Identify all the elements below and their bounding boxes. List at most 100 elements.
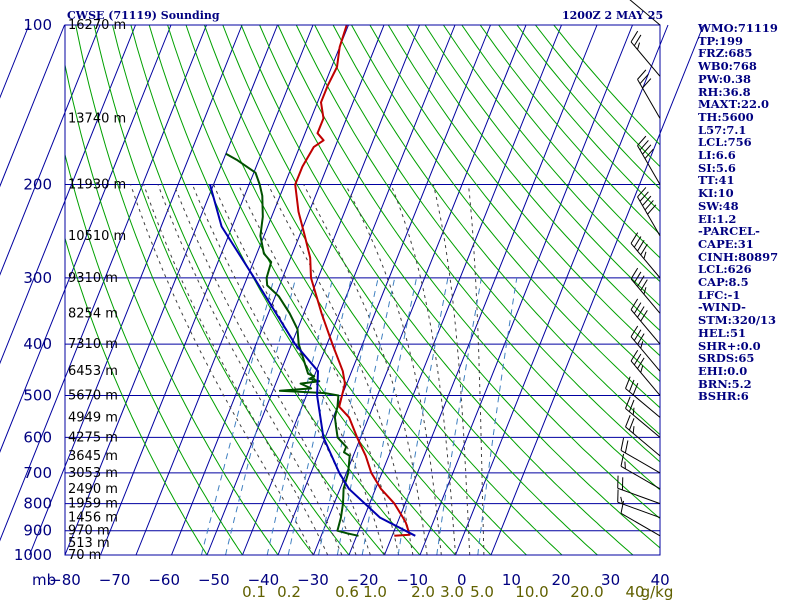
index-item: L57:7.1 (698, 122, 747, 137)
dewpoint-line (225, 152, 359, 537)
mixing-ratio-label: 3.0 (440, 583, 464, 600)
dry-adiabat (65, 152, 243, 555)
barb-feather (630, 349, 639, 362)
index-item: BSHR:6 (698, 389, 749, 404)
barb-staff (625, 408, 661, 438)
mixing-ratio-label: 2.0 (411, 583, 435, 600)
pressure-tick-label: 100 (23, 16, 52, 34)
wind-barb (625, 396, 661, 438)
dry-adiabat (314, 25, 660, 463)
moist-adiabat (432, 184, 471, 555)
barb-feather (640, 365, 644, 373)
barb-staff (617, 501, 661, 519)
barb-staff (630, 243, 661, 279)
temperature-tick-label: 30 (601, 571, 620, 589)
isotherm (242, 24, 456, 556)
barb-staff (625, 426, 661, 457)
wind-barb (630, 267, 661, 314)
dry-adiabat (185, 25, 527, 555)
isotherm (100, 24, 314, 556)
wind-barb (637, 69, 661, 119)
index-item: LI:6.6 (698, 148, 736, 163)
index-item: EHI:0.0 (698, 363, 748, 378)
barb-feather (632, 407, 635, 415)
height-label: 2490 m (68, 482, 118, 497)
barb-feather (644, 200, 654, 211)
isotherms (0, 24, 704, 556)
pressure-unit-label: mb (32, 571, 56, 589)
barb-feather (628, 399, 635, 412)
index-item: SW:48 (698, 198, 739, 213)
temperature-tick-label: −70 (99, 571, 131, 589)
barb-feather (640, 279, 648, 291)
barb-feather (647, 204, 657, 215)
height-label: 1959 m (68, 497, 118, 512)
barb-feather (643, 251, 647, 259)
barb-feather (632, 426, 635, 434)
mixing-ratio-label: 20.0 (570, 583, 603, 600)
plot-frame (64, 24, 661, 556)
index-item: EI:1.2 (698, 211, 737, 226)
mixing-ratio-line (361, 277, 417, 555)
index-item: KI:10 (698, 186, 734, 201)
moist-adiabat (303, 184, 428, 555)
temperature-tick-label: −10 (396, 571, 428, 589)
barb-feather (637, 333, 645, 345)
parcel-line (209, 184, 416, 537)
barb-feather (624, 440, 629, 454)
index-item: SRDS:65 (698, 351, 755, 366)
barb-staff (620, 449, 661, 474)
mixing-ratio-label: 1.0 (363, 583, 387, 600)
height-label: 9310 m (68, 271, 118, 286)
temperature-line (294, 25, 411, 537)
index-item: -WIND- (698, 300, 746, 315)
wind-barb (617, 489, 661, 519)
mixing-ratio-label: 0.2 (277, 583, 301, 600)
barb-feather (640, 341, 644, 349)
barb-staff (630, 336, 661, 372)
height-label: 13740 m (68, 111, 126, 126)
indices-panel: WMO:71119 TP:199 FRZ:685 WB0:768 PW:0.38 RH:3… (698, 22, 798, 403)
chart-labels: CWSE (71119) Sounding 1200Z 2 MAY 2510020… (14, 9, 674, 600)
sounding-traces (209, 25, 416, 537)
barb-staff (629, 0, 661, 26)
barb-feather (632, 382, 639, 396)
barb-feather (633, 34, 642, 46)
wind-barb (620, 453, 661, 490)
mixing-ratio-lines (200, 277, 518, 555)
barb-feather (620, 437, 625, 451)
height-label: 7310 m (68, 337, 118, 352)
pressure-tick-label: 800 (23, 495, 52, 513)
dry-adiabat (369, 25, 660, 383)
barb-feather (630, 325, 639, 337)
mixing-ratio-label: g/kg (641, 583, 674, 600)
barb-feather (625, 414, 631, 428)
dry-adiabat (65, 62, 279, 555)
mixing-ratio-line (436, 277, 482, 555)
moist-adiabats (130, 184, 485, 555)
dry-adiabat (222, 25, 598, 555)
mixing-ratio-label: 40 (625, 583, 644, 600)
pressure-tick-label: 600 (23, 428, 52, 446)
index-item: CAP:8.5 (698, 275, 749, 290)
moist-adiabat (237, 184, 400, 555)
temperature-tick-label: −20 (347, 571, 379, 589)
height-label: 3053 m (68, 466, 118, 481)
index-item: MAXT:22.0 (698, 97, 769, 112)
height-label: 6453 m (68, 364, 118, 379)
barb-staff (630, 360, 661, 396)
barb-feather (620, 496, 623, 505)
barb-feather (630, 267, 639, 280)
wind-barb (630, 325, 661, 372)
dry-adiabat (406, 25, 660, 332)
index-item: CAPE:31 (698, 236, 754, 251)
mixing-ratio-line (477, 277, 518, 555)
moist-adiabat (173, 184, 357, 555)
moist-adiabat (390, 184, 456, 555)
index-item: WMO:71119 (698, 21, 778, 35)
index-item: FRZ:685 (698, 46, 753, 61)
dry-adiabats (65, 25, 660, 555)
pressure-tick-label: 700 (23, 464, 52, 482)
barb-feather (642, 195, 652, 206)
temperature-tick-label: −50 (198, 571, 230, 589)
